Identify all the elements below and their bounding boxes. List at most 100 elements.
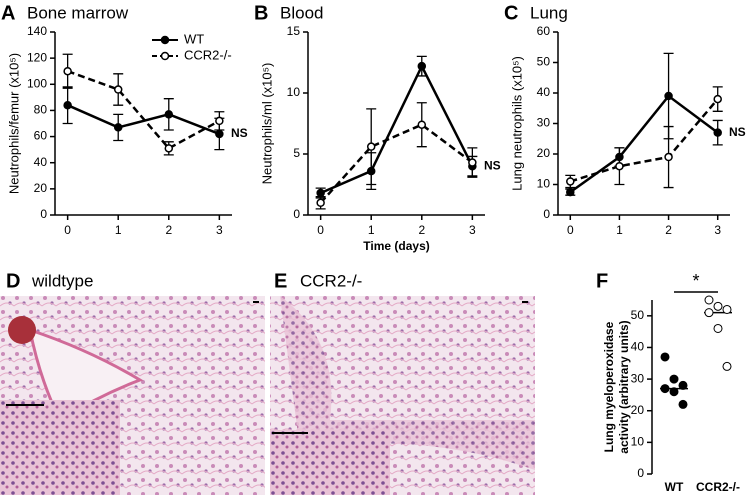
y-tick-label: 60 [537, 24, 551, 38]
marker [713, 128, 722, 137]
y-tick-label: 20 [537, 146, 551, 160]
y-axis-label: Lung myeloperoxidase [602, 321, 616, 452]
panel-title: CCR2-/- [300, 271, 362, 290]
panel-title: Bone marrow [27, 3, 129, 22]
line [67, 70, 220, 150]
y-tick-label: 40 [537, 85, 551, 99]
marker [63, 66, 72, 76]
x-tick-label: 2 [165, 223, 172, 237]
series [565, 52, 723, 197]
line [569, 94, 719, 194]
x-axis-label: Time (days) [363, 239, 429, 253]
dot [722, 361, 732, 371]
dot [669, 387, 679, 397]
dot [660, 384, 670, 394]
annotation: NS [231, 126, 248, 140]
marker [468, 158, 477, 167]
series [315, 55, 478, 199]
y-axis-label: Neutrophils/femur (x10⁵) [6, 53, 21, 194]
panel-letter: D [6, 270, 20, 292]
marker [713, 94, 722, 104]
marker [63, 100, 72, 110]
dot [669, 374, 679, 384]
x-tick-label: 2 [418, 223, 425, 237]
line [67, 104, 220, 136]
x-tick-label: 0 [567, 223, 574, 237]
marker [566, 187, 575, 197]
dot [704, 308, 714, 318]
x-tick-label: WT [665, 480, 684, 494]
legend-marker [160, 35, 170, 45]
series [62, 53, 225, 156]
vessel [28, 327, 144, 423]
marker [164, 144, 174, 153]
panel-letter: B [254, 2, 268, 24]
dense-tissue [280, 296, 535, 470]
line [319, 123, 474, 204]
x-tick-label: 3 [714, 223, 721, 237]
annotation: NS [729, 125, 746, 139]
dot [704, 295, 714, 305]
x-tick-label: 1 [616, 223, 623, 237]
marker [316, 188, 325, 198]
panel-letter: C [504, 2, 518, 24]
marker [164, 110, 174, 119]
x-tick-label: 3 [216, 223, 223, 237]
y-tick-label: 30 [537, 116, 551, 130]
y-tick-label: 10 [287, 85, 301, 99]
x-tick-label: 0 [64, 223, 71, 237]
line [320, 63, 474, 195]
inset-image [0, 400, 120, 495]
legend-label: CCR2-/- [184, 47, 232, 62]
x-tick-label: 1 [368, 223, 375, 237]
image-e [270, 296, 535, 495]
y-tick-label: 0 [40, 207, 47, 221]
marker [215, 129, 224, 139]
series [315, 102, 478, 210]
panel-letter: A [1, 2, 15, 24]
dot [678, 380, 688, 390]
x-tick-label: 3 [469, 223, 476, 237]
x-tick-label: 2 [665, 223, 672, 237]
y-tick-label: 15 [287, 24, 301, 38]
dot [678, 399, 688, 409]
y-tick-label: 10 [537, 177, 551, 191]
y-tick-label: 40 [631, 340, 645, 354]
series [565, 86, 723, 189]
y-tick-label: 50 [537, 55, 551, 69]
dot [660, 352, 670, 362]
annotation: * [692, 271, 699, 291]
legend-label: WT [184, 31, 204, 46]
line [569, 98, 719, 183]
marker [417, 120, 427, 129]
y-tick-label: 0 [637, 466, 644, 480]
panel-title: wildtype [31, 271, 93, 290]
x-tick-label: 1 [115, 223, 122, 237]
annotation: NS [484, 158, 501, 172]
marker [113, 123, 123, 132]
y-tick-label: 0 [543, 207, 550, 221]
marker [417, 61, 427, 71]
x-tick-label: CCR2-/- [696, 480, 740, 494]
y-tick-label: 40 [34, 155, 48, 169]
panel-title: Lung [530, 3, 568, 22]
marker [664, 152, 673, 162]
panel-letter: E [274, 270, 287, 292]
x-tick-label: 0 [317, 223, 324, 237]
inset-image [270, 430, 390, 495]
y-tick-label: 50 [631, 308, 645, 322]
y-tick-label: 60 [34, 129, 48, 143]
image-d [0, 296, 265, 495]
marker [215, 116, 224, 126]
panel-letter: F [596, 270, 608, 292]
marker [664, 91, 673, 101]
y-axis-label: Neutrophils/ml (x10⁵) [259, 63, 274, 185]
y-tick-label: 0 [293, 207, 300, 221]
y-axis-label: activity (arbitrary units) [617, 320, 631, 453]
y-tick-label: 30 [631, 371, 645, 385]
marker [366, 142, 376, 151]
marker [566, 177, 575, 186]
y-tick-label: 140 [27, 24, 47, 38]
tissue-feature [8, 316, 36, 344]
